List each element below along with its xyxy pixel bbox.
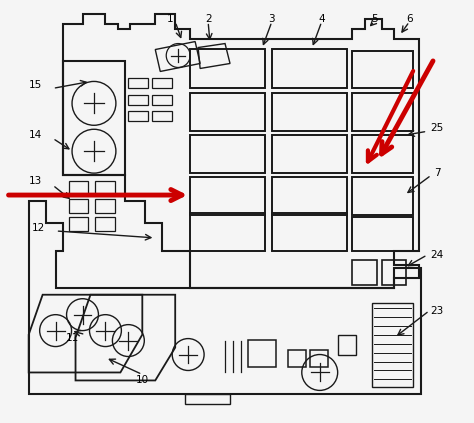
- Text: 15: 15: [29, 80, 42, 91]
- Bar: [372, 303, 413, 387]
- Text: 2: 2: [205, 14, 211, 24]
- Text: 13: 13: [29, 176, 42, 186]
- Bar: [128, 78, 148, 88]
- Bar: [152, 78, 172, 88]
- Bar: [337, 335, 356, 354]
- Bar: [382, 260, 406, 285]
- Text: 11: 11: [66, 332, 79, 343]
- Bar: [272, 49, 346, 88]
- Bar: [272, 93, 346, 131]
- Bar: [69, 217, 89, 231]
- Bar: [272, 135, 346, 173]
- Bar: [352, 177, 413, 215]
- Bar: [248, 340, 276, 368]
- Text: 1: 1: [167, 14, 173, 24]
- Text: 14: 14: [29, 130, 42, 140]
- Bar: [272, 177, 346, 215]
- Text: 7: 7: [434, 168, 441, 178]
- Bar: [128, 95, 148, 105]
- Bar: [352, 260, 376, 285]
- Bar: [190, 93, 265, 131]
- Bar: [352, 135, 413, 173]
- Bar: [352, 50, 413, 88]
- Text: 4: 4: [319, 14, 325, 24]
- Bar: [352, 93, 413, 131]
- Text: 3: 3: [269, 14, 275, 24]
- Text: 25: 25: [431, 123, 444, 133]
- Bar: [190, 177, 265, 215]
- Bar: [95, 199, 115, 213]
- Bar: [190, 135, 265, 173]
- Bar: [69, 199, 89, 213]
- Bar: [190, 213, 265, 251]
- Text: 23: 23: [431, 306, 444, 316]
- Bar: [63, 61, 125, 175]
- Bar: [128, 111, 148, 121]
- Text: 5: 5: [371, 14, 378, 24]
- Text: 10: 10: [136, 376, 149, 385]
- Bar: [310, 349, 328, 368]
- Bar: [352, 217, 413, 251]
- Bar: [95, 217, 115, 231]
- Bar: [190, 49, 265, 88]
- Bar: [185, 394, 230, 404]
- Bar: [152, 95, 172, 105]
- Bar: [152, 111, 172, 121]
- Text: 6: 6: [406, 14, 413, 24]
- Bar: [288, 349, 306, 368]
- Bar: [69, 181, 89, 195]
- Bar: [95, 181, 115, 195]
- Bar: [272, 213, 346, 251]
- Text: 12: 12: [32, 223, 46, 233]
- Text: 24: 24: [431, 250, 444, 260]
